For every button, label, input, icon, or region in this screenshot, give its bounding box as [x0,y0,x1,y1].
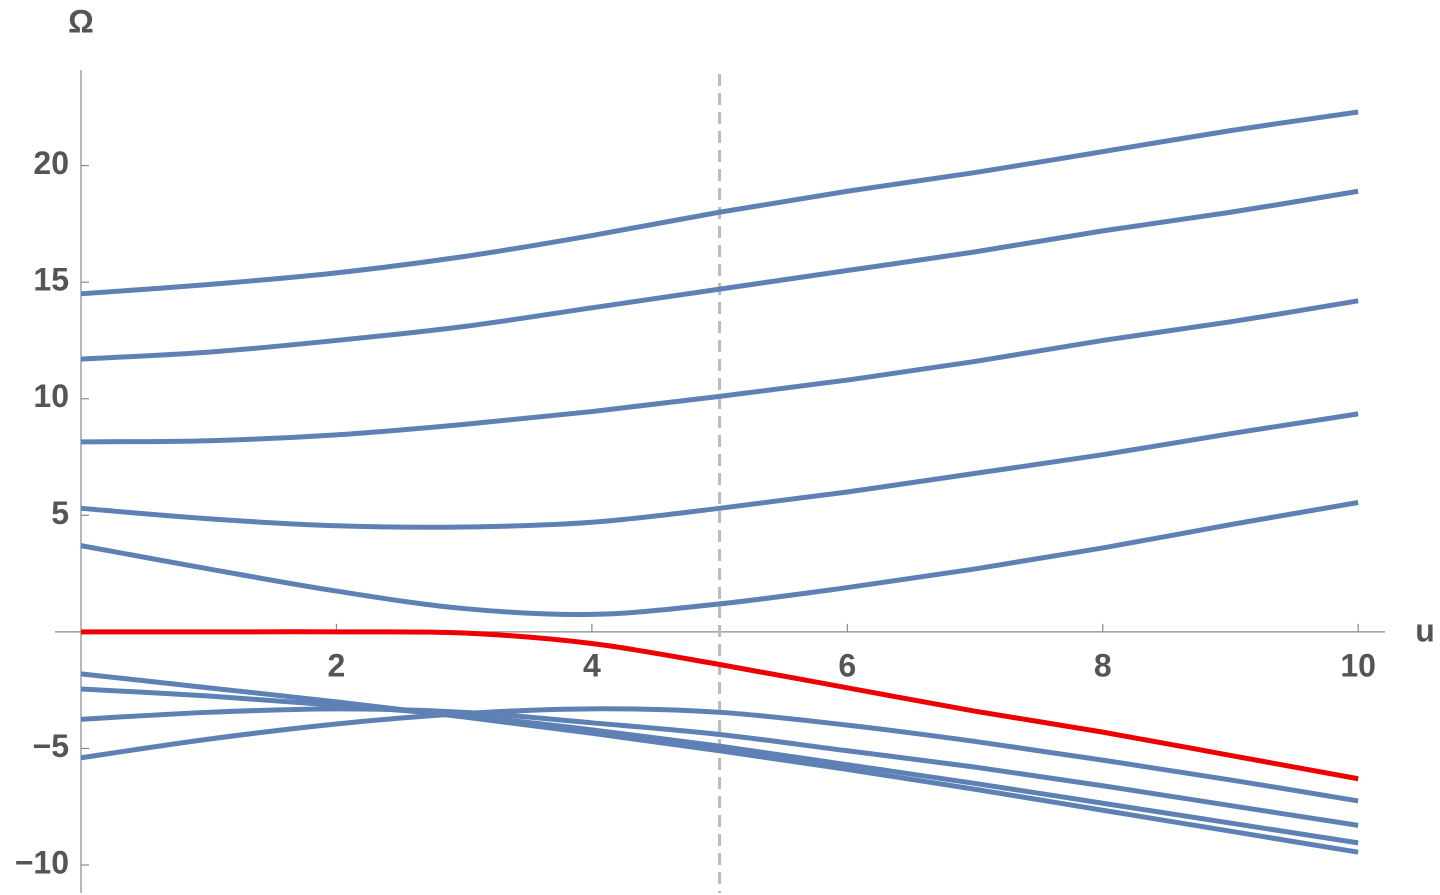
x-tick-label: 6 [838,647,856,683]
series-line [80,109,1359,297]
y-tick-label: 15 [33,262,69,298]
y-tick-label: 20 [33,145,69,181]
x-axis-label: u [1415,612,1435,648]
y-tick-label: 5 [51,495,69,531]
series-line [80,500,1359,618]
series-line [80,706,1359,828]
x-tick-label: 2 [328,647,346,683]
x-tick-label: 10 [1340,647,1376,683]
y-tick-label: −10 [15,844,69,880]
y-tick-label: 10 [33,378,69,414]
y-axis-label: Ω [68,3,94,39]
series-line [80,188,1359,362]
series-line [80,706,1359,804]
series-line [81,629,1359,782]
series-line [80,411,1359,530]
series-line [80,686,1359,846]
x-tick-label: 4 [583,647,601,683]
series-line [80,671,1359,855]
x-tick-label: 8 [1094,647,1112,683]
series-line [80,298,1359,445]
y-tick-label: −5 [33,728,69,764]
